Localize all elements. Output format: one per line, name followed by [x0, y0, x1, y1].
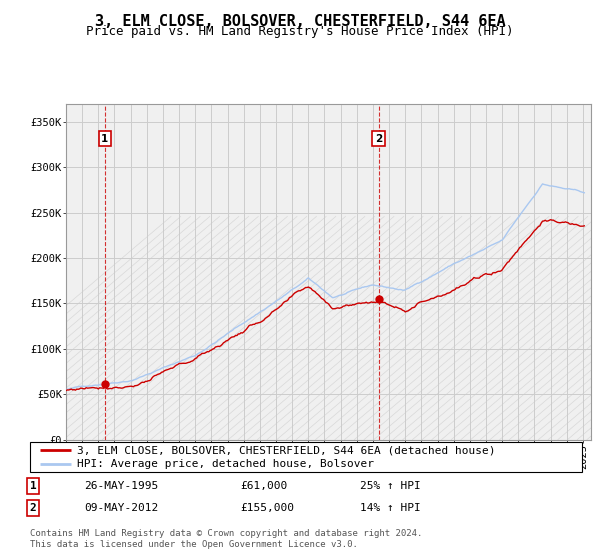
Text: 26-MAY-1995: 26-MAY-1995	[84, 481, 158, 491]
Text: 14% ↑ HPI: 14% ↑ HPI	[360, 503, 421, 513]
Text: Contains HM Land Registry data © Crown copyright and database right 2024.
This d: Contains HM Land Registry data © Crown c…	[30, 529, 422, 549]
Text: HPI: Average price, detached house, Bolsover: HPI: Average price, detached house, Bols…	[77, 459, 374, 469]
Text: 1: 1	[29, 481, 37, 491]
Text: 2: 2	[375, 134, 382, 144]
Text: 3, ELM CLOSE, BOLSOVER, CHESTERFIELD, S44 6EA: 3, ELM CLOSE, BOLSOVER, CHESTERFIELD, S4…	[95, 14, 505, 29]
FancyBboxPatch shape	[30, 442, 582, 472]
Text: £61,000: £61,000	[240, 481, 287, 491]
Text: Price paid vs. HM Land Registry's House Price Index (HPI): Price paid vs. HM Land Registry's House …	[86, 25, 514, 38]
Text: 25% ↑ HPI: 25% ↑ HPI	[360, 481, 421, 491]
Text: 1: 1	[101, 134, 109, 144]
Text: £155,000: £155,000	[240, 503, 294, 513]
Text: 09-MAY-2012: 09-MAY-2012	[84, 503, 158, 513]
Text: 3, ELM CLOSE, BOLSOVER, CHESTERFIELD, S44 6EA (detached house): 3, ELM CLOSE, BOLSOVER, CHESTERFIELD, S4…	[77, 445, 496, 455]
Text: 2: 2	[29, 503, 37, 513]
